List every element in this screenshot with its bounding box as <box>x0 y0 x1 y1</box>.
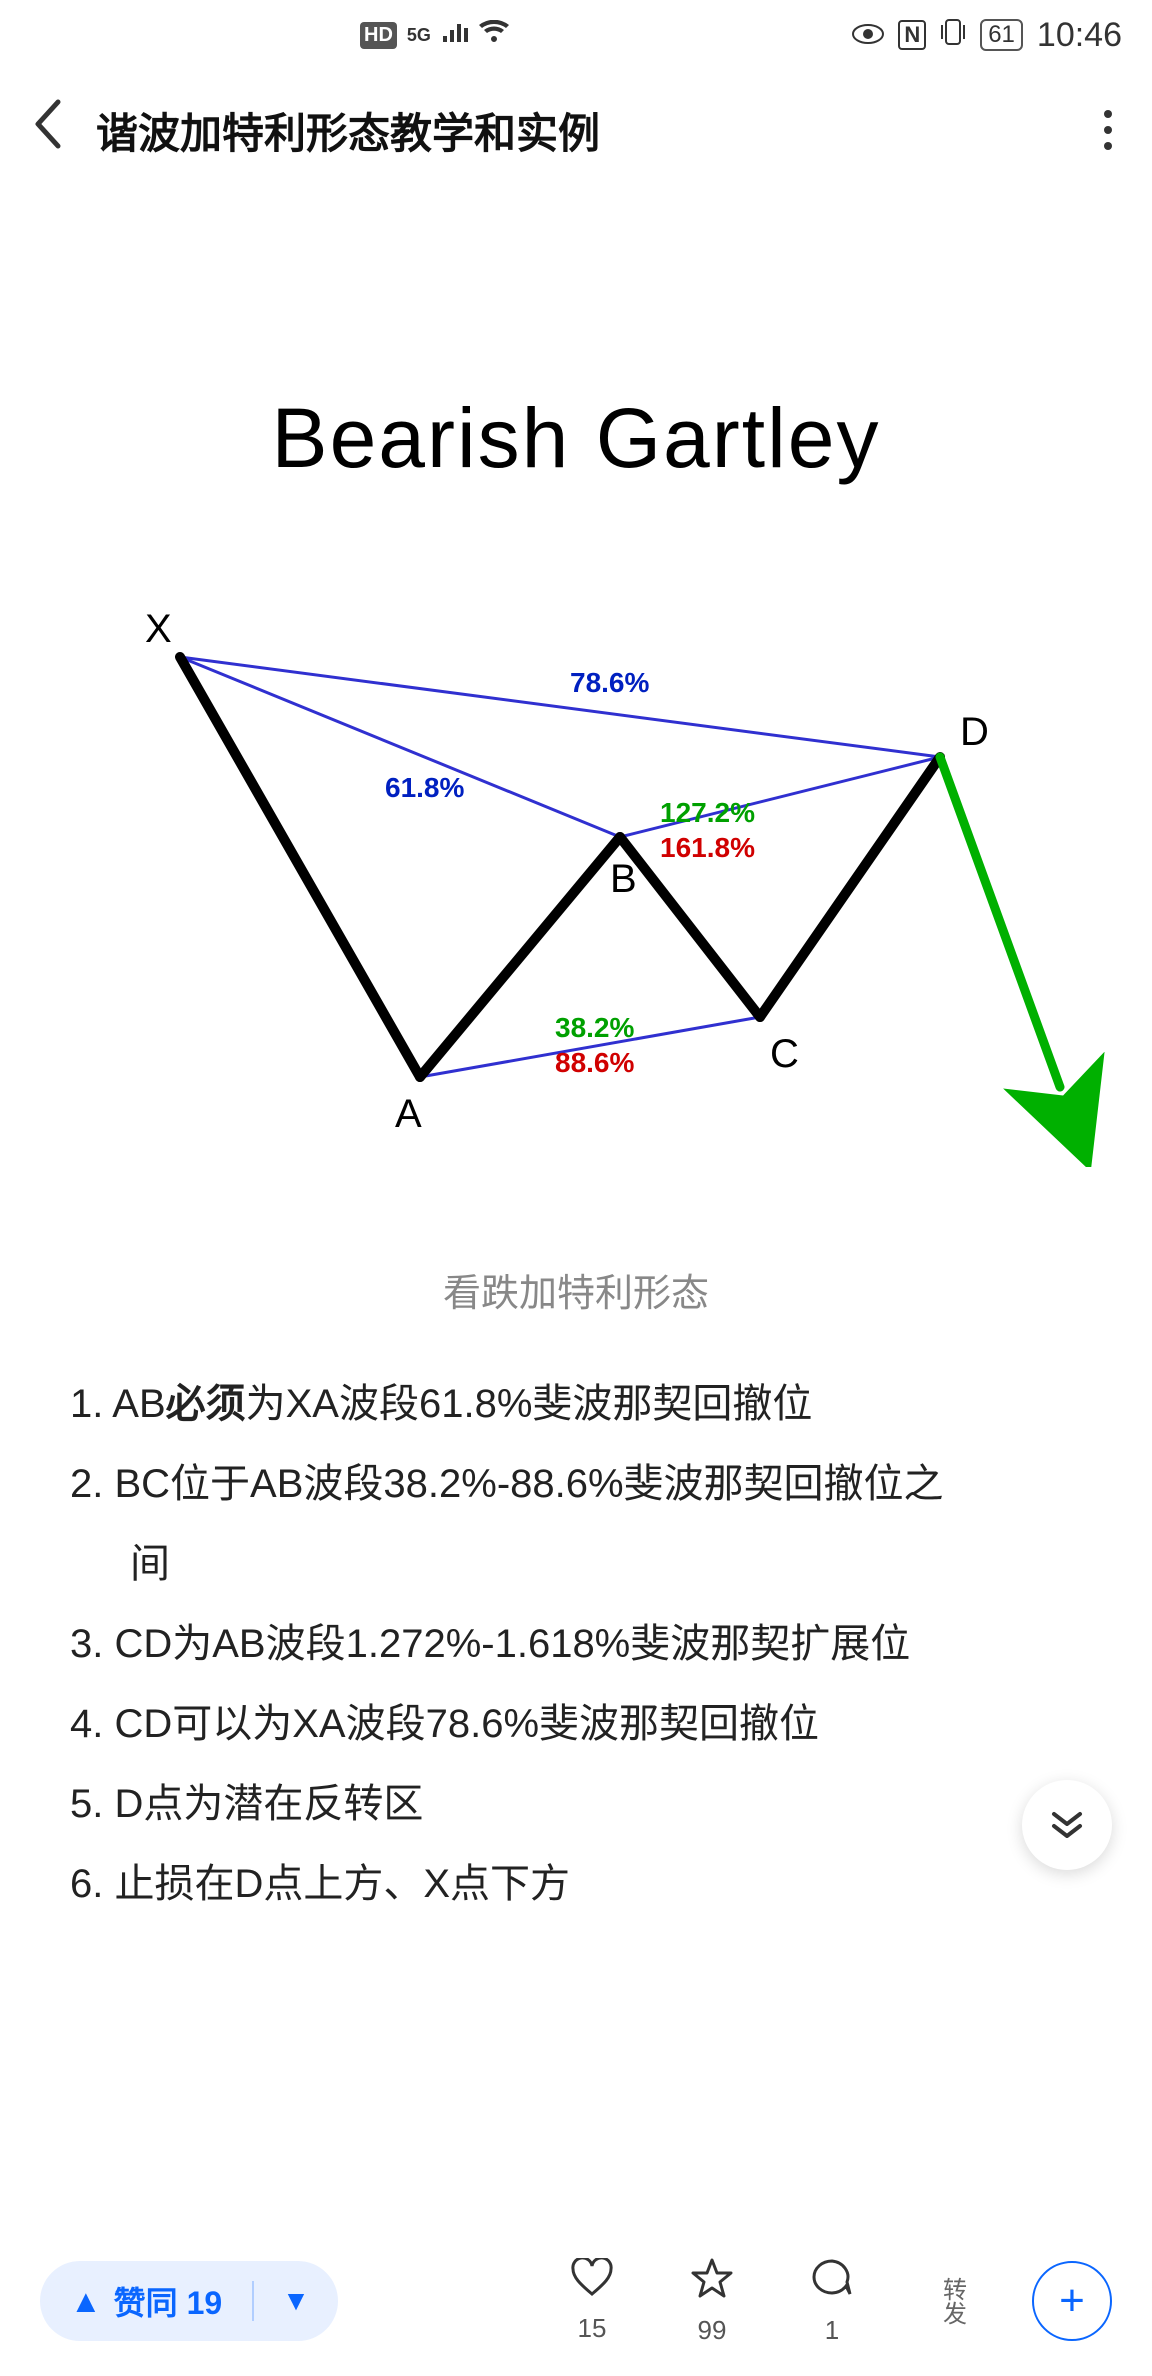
svg-text:161.8%: 161.8% <box>660 832 755 863</box>
upvote-triangle-icon: ▲ <box>70 2283 102 2320</box>
upvote-group: ▲ 赞同 19 ▼ <box>40 2261 338 2341</box>
battery-badge: 61 <box>980 19 1023 51</box>
network-5g: 5G <box>407 25 431 46</box>
plus-icon: + <box>1059 2276 1085 2326</box>
upvote-button[interactable]: ▲ 赞同 19 <box>40 2261 252 2341</box>
rule-4: 4. CD可以为XA波段78.6%斐波那契回撤位 <box>70 1687 1082 1761</box>
heart-icon <box>570 2258 614 2309</box>
svg-text:88.6%: 88.6% <box>555 1047 634 1078</box>
share-icon: 转发 <box>935 2277 970 2325</box>
gartley-diagram: X A B C D 78.6% 61.8% 127.2% 161.8% 38.2% 88.6% <box>40 527 1112 1167</box>
eye-icon <box>852 19 884 51</box>
like-count: 15 <box>578 2313 607 2344</box>
article-content: Bearish Gartley X A B C D 78.6% 61.8% 127.2% 16… <box>0 190 1152 1947</box>
diagram-title: Bearish Gartley <box>40 390 1112 487</box>
bottom-action-bar: ▲ 赞同 19 ▼ 15 99 1 转发 + <box>0 2226 1152 2376</box>
share-button[interactable]: 转发 <box>912 2277 992 2325</box>
wifi-icon <box>479 19 509 51</box>
favorite-button[interactable]: 99 <box>672 2256 752 2346</box>
rule-2b: 间 <box>70 1527 1082 1601</box>
status-left: HD 5G <box>360 19 509 51</box>
svg-text:38.2%: 38.2% <box>555 1012 634 1043</box>
diagram-area: Bearish Gartley X A B C D 78.6% 61.8% 127.2% 16… <box>0 210 1152 1232</box>
comment-count: 1 <box>825 2315 839 2346</box>
downvote-triangle-icon: ▼ <box>282 2285 310 2316</box>
rule-3: 3. CD为AB波段1.272%-1.618%斐波那契扩展位 <box>70 1607 1082 1681</box>
diagram-caption: 看跌加特利形态 <box>0 1262 1152 1317</box>
svg-text:B: B <box>610 857 637 901</box>
scroll-down-button[interactable] <box>1022 1780 1112 1870</box>
svg-text:C: C <box>770 1032 799 1076</box>
page-title: 谐波加特利形态教学和实例 <box>96 100 1064 161</box>
upvote-label: 赞同 19 <box>114 2278 223 2324</box>
rules-list: 1. AB必须为XA波段61.8%斐波那契回撤位 2. BC位于AB波段38.2… <box>0 1367 1152 1921</box>
favorite-count: 99 <box>698 2315 727 2346</box>
rule-5: 5. D点为潜在反转区 <box>70 1767 1082 1841</box>
like-button[interactable]: 15 <box>552 2258 632 2344</box>
status-bar: HD 5G N 61 10:46 <box>0 0 1152 70</box>
svg-text:127.2%: 127.2% <box>660 797 755 828</box>
vibrate-icon <box>940 17 966 54</box>
hd-badge: HD <box>360 22 397 49</box>
svg-text:A: A <box>395 1092 422 1136</box>
rule-6: 6. 止损在D点上方、X点下方 <box>70 1847 1082 1921</box>
comment-icon <box>810 2256 854 2311</box>
svg-text:D: D <box>960 710 989 754</box>
nfc-icon: N <box>898 20 926 50</box>
more-menu-button[interactable] <box>1094 100 1122 160</box>
rule-2a: 2. BC位于AB波段38.2%-88.6%斐波那契回撤位之 <box>70 1447 1082 1521</box>
downvote-button[interactable]: ▼ <box>254 2285 338 2317</box>
star-icon <box>690 2256 734 2311</box>
signal-icon <box>441 19 469 51</box>
status-right: N 61 10:46 <box>852 16 1122 55</box>
clock: 10:46 <box>1037 16 1122 55</box>
back-button[interactable] <box>30 96 66 165</box>
comment-button[interactable]: 1 <box>792 2256 872 2346</box>
svg-text:61.8%: 61.8% <box>385 772 464 803</box>
add-button[interactable]: + <box>1032 2261 1112 2341</box>
rule-1: 1. AB必须为XA波段61.8%斐波那契回撤位 <box>70 1367 1082 1441</box>
header: 谐波加特利形态教学和实例 <box>0 70 1152 190</box>
svg-text:X: X <box>145 607 172 651</box>
svg-text:78.6%: 78.6% <box>570 667 649 698</box>
